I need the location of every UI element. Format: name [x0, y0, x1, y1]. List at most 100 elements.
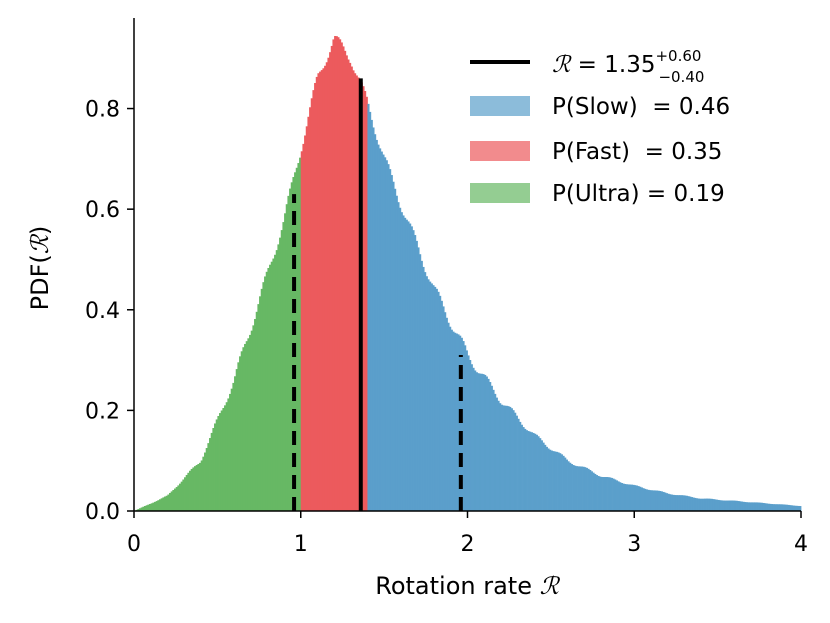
histogram-bar [702, 498, 705, 511]
histogram-bar [489, 382, 492, 511]
histogram-bar [270, 261, 273, 511]
histogram-bar [262, 282, 265, 511]
histogram-bar [387, 164, 390, 511]
histogram-bar [524, 428, 527, 511]
histogram-bar [217, 416, 220, 511]
histogram-bar [187, 472, 190, 511]
histogram-bar [565, 459, 568, 511]
histogram-bar [402, 215, 405, 511]
histogram-bar [350, 66, 353, 511]
histogram-bar [614, 479, 617, 511]
histogram-bar [502, 405, 505, 511]
histogram-bar [369, 111, 372, 512]
histogram-bar [474, 370, 477, 511]
histogram-bar [235, 369, 238, 511]
histogram-bar [372, 127, 375, 512]
histogram-bar [280, 230, 283, 511]
histogram-bar [685, 495, 689, 511]
histogram-bar [615, 480, 618, 511]
histogram-bar [179, 483, 182, 511]
y-axis-ticks: 0.0 0.2 0.4 0.6 0.8 [85, 98, 134, 525]
marker-lines [292, 78, 463, 511]
histogram-bar [284, 213, 287, 512]
histogram-bar [149, 503, 152, 511]
histogram-bar [247, 338, 250, 511]
y-tick-label: 0.4 [85, 299, 120, 324]
histogram-bar [550, 450, 553, 511]
histogram-bar [329, 52, 332, 512]
histogram-bar [694, 497, 697, 511]
histogram-bar [589, 470, 592, 511]
histogram-bar [789, 505, 792, 511]
x-tick-label: 4 [794, 532, 808, 557]
histogram-bar [449, 326, 452, 511]
histogram-bar [730, 500, 734, 511]
histogram-bar [279, 237, 282, 511]
histogram-bars [134, 35, 802, 512]
histogram-bar [675, 495, 679, 511]
histogram-bar [754, 502, 757, 511]
histogram-bar [680, 495, 684, 511]
x-tick-label: 2 [461, 532, 475, 557]
histogram-bar [314, 82, 317, 512]
histogram-bar [464, 345, 467, 511]
histogram-bar [507, 406, 510, 511]
histogram-bar [612, 478, 615, 511]
histogram-bar [585, 467, 588, 511]
histogram-bar [242, 347, 245, 511]
histogram-bar [419, 254, 422, 511]
histogram-bar [414, 235, 417, 512]
histogram-bar [214, 423, 217, 511]
histogram-bar [709, 498, 712, 511]
histogram-bar [560, 454, 563, 511]
histogram-bar [500, 404, 503, 511]
y-tick-label: 0.2 [85, 399, 120, 424]
histogram-bar [484, 374, 487, 511]
histogram-bar [249, 334, 252, 511]
histogram-bar [759, 502, 762, 511]
histogram-bar [465, 350, 468, 511]
histogram-bar [499, 403, 502, 511]
histogram-bar [644, 488, 647, 511]
histogram-bar [572, 465, 575, 511]
histogram-bar [139, 508, 142, 511]
histogram-bar [592, 472, 595, 511]
histogram-bar [630, 484, 633, 511]
histogram-bar [512, 410, 515, 511]
histogram-bar [195, 465, 198, 511]
histogram-bar [559, 453, 562, 511]
histogram-bar [749, 502, 752, 511]
histogram-bar [767, 503, 770, 511]
histogram-bar [579, 466, 582, 511]
histogram-bar [204, 452, 207, 511]
histogram-bar [390, 175, 393, 512]
histogram-bar [649, 490, 652, 511]
histogram-bar [684, 495, 687, 511]
histogram-bar [717, 499, 720, 511]
histogram-bar [727, 500, 730, 511]
histogram-bar [322, 68, 325, 511]
legend-swatch-slow [470, 96, 530, 116]
histogram-bar [290, 182, 293, 511]
x-tick-label: 3 [627, 532, 641, 557]
histogram-bar [259, 296, 262, 511]
histogram-bar [597, 475, 600, 511]
histogram-bar [622, 483, 625, 511]
histogram-bar [605, 477, 608, 511]
histogram-bar [567, 461, 570, 511]
histogram-bar [584, 467, 587, 511]
histogram-bar [742, 501, 745, 511]
histogram-bar [557, 452, 560, 511]
histogram-bar [664, 492, 667, 511]
histogram-bar [302, 143, 305, 511]
histogram-bar [397, 202, 400, 512]
histogram-bar [425, 276, 428, 511]
histogram-bar [444, 312, 447, 511]
histogram-bar [310, 98, 313, 511]
histogram-bar [707, 498, 710, 511]
histogram-bar [442, 306, 445, 511]
histogram-bar [470, 364, 473, 511]
histogram-bar [735, 500, 739, 511]
histogram-bar [254, 319, 257, 511]
histogram-bar [194, 466, 197, 511]
